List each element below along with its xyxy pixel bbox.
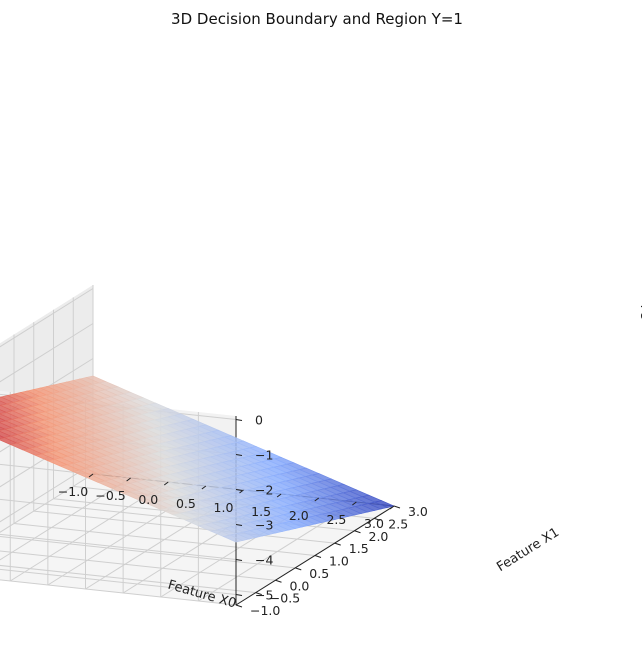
x-tick-mark: [201, 485, 207, 490]
x-tick-mark: [163, 481, 169, 486]
y-tick-mark: [235, 604, 243, 608]
z-gridline-left: [0, 288, 94, 348]
x-tick-label: 1.0: [214, 500, 234, 515]
y-tick-mark: [255, 592, 262, 596]
y-gridline-floor: [0, 550, 276, 581]
decision-surface: [0, 375, 395, 543]
z-gridline-right: [0, 533, 237, 560]
z-gridline-left: [0, 323, 94, 383]
x-tick-label: 2.0: [289, 508, 309, 523]
y-tick-label: 2.0: [369, 529, 389, 544]
z-tick-label: 0: [255, 413, 263, 428]
z-tick-mark: [235, 594, 243, 596]
z-tick-label: −4: [255, 553, 273, 568]
x-tick-mark: [314, 497, 320, 502]
x-tick-mark: [389, 505, 395, 510]
y-tick-label: 3.0: [408, 504, 428, 519]
z-gridline-left: [0, 463, 94, 523]
y-tick-label: 0.5: [309, 566, 329, 581]
y-tick-mark: [314, 555, 322, 558]
y-tick-mark: [295, 567, 302, 571]
x-tick-label: −0.5: [95, 488, 125, 503]
y-tick-mark: [334, 542, 341, 546]
z-tick-label: −1: [255, 448, 273, 463]
x-tick-mark: [352, 501, 357, 506]
y-axis-label: Feature X1: [494, 525, 562, 575]
y-tick-mark: [393, 505, 401, 509]
y-gridline-floor: [0, 564, 256, 594]
y-gridline-floor: [0, 535, 296, 569]
x-tick-label: 0.5: [176, 496, 196, 511]
z-gridline-right: [0, 568, 237, 595]
x-tick-mark: [239, 489, 244, 494]
z-tick-mark: [235, 489, 243, 491]
z-tick-mark: [235, 419, 243, 421]
x-tick-label: −1.0: [58, 484, 88, 499]
z-tick-mark: [235, 559, 243, 561]
surface-patch: [222, 534, 244, 543]
y-tick-label: 1.0: [329, 554, 349, 569]
z-tick-mark: [235, 454, 243, 456]
x-tick-mark: [276, 493, 282, 498]
z-tick-label: −3: [255, 518, 273, 533]
y-tick-label: 1.5: [349, 541, 369, 556]
x-tick-mark: [126, 477, 131, 482]
tick-labels: −1.0 −0.5 0.0 0.5 1.0 1.5 2.0 2.5 3.0−1.0−0.50.0…: [58, 413, 428, 619]
x-tick-mark: [88, 473, 94, 478]
y-gridline-floor: [33, 510, 335, 544]
y-tick-mark: [275, 579, 282, 583]
y-tick-mark: [374, 517, 381, 521]
x-tick-label: 1.5: [251, 504, 271, 519]
x-tick-label: 0.0: [138, 492, 158, 507]
y-tick-label: 0.0: [290, 578, 310, 593]
y-tick-mark: [354, 530, 361, 534]
z-tick-label: −2: [255, 483, 273, 498]
z-tick-mark: [235, 524, 243, 526]
chart-title: 3D Decision Boundary and Region Y=1: [171, 10, 463, 28]
y-tick-label: −0.5: [270, 591, 300, 606]
y-gridline-floor: [13, 523, 316, 556]
y-tick-label: 2.5: [388, 516, 408, 531]
x-tick-label: 2.5: [326, 512, 346, 527]
z-tick-label: −5: [255, 588, 273, 603]
y-tick-label: −1.0: [250, 603, 280, 618]
y-gridline-floor: [0, 579, 237, 606]
z-axis-label: Fe: [637, 305, 642, 320]
